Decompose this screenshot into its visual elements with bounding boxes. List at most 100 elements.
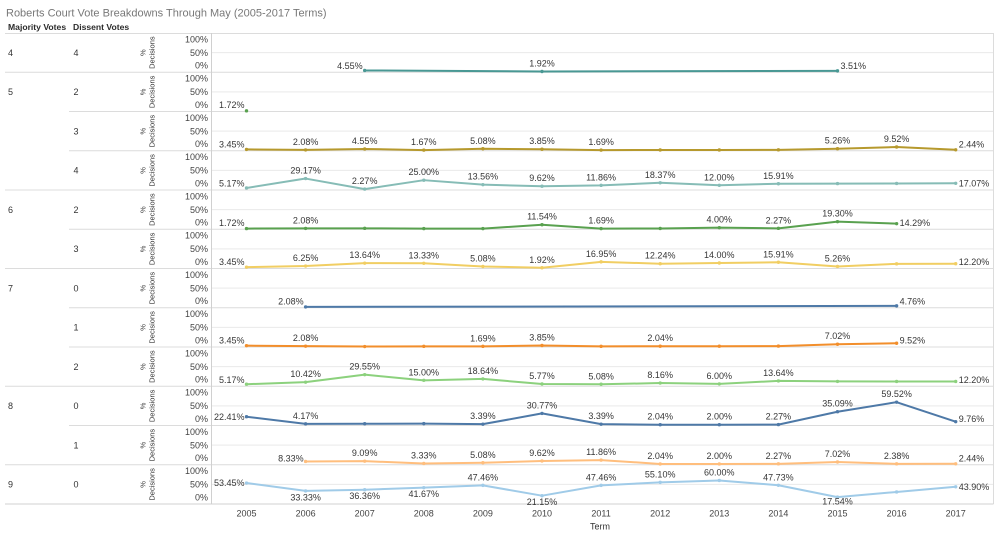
svg-text:47.46%: 47.46% (468, 472, 499, 482)
svg-text:Majority Votes: Majority Votes (8, 22, 66, 32)
svg-text:50%: 50% (190, 205, 208, 215)
svg-text:2011: 2011 (591, 509, 610, 519)
svg-text:Decisions: Decisions (148, 36, 157, 69)
svg-text:%: % (139, 481, 148, 488)
svg-text:50%: 50% (190, 440, 208, 450)
svg-text:15.91%: 15.91% (763, 171, 794, 181)
svg-text:13.56%: 13.56% (468, 172, 499, 182)
svg-text:0%: 0% (195, 296, 208, 306)
svg-text:16.95%: 16.95% (586, 249, 617, 259)
svg-text:Decisions: Decisions (148, 232, 157, 265)
svg-text:4.00%: 4.00% (707, 215, 733, 225)
svg-text:Decisions: Decisions (148, 350, 157, 383)
svg-text:7: 7 (8, 283, 13, 293)
svg-text:%: % (139, 363, 148, 370)
svg-text:2014: 2014 (768, 509, 788, 519)
svg-text:2017: 2017 (946, 509, 966, 519)
svg-text:Decisions: Decisions (148, 115, 157, 148)
svg-text:100%: 100% (185, 348, 208, 358)
svg-text:Decisions: Decisions (148, 193, 157, 226)
svg-text:50%: 50% (190, 87, 208, 97)
svg-text:13.64%: 13.64% (763, 368, 794, 378)
svg-text:9.76%: 9.76% (959, 414, 985, 424)
svg-text:2012: 2012 (650, 509, 670, 519)
svg-text:5.26%: 5.26% (825, 253, 851, 263)
svg-text:6: 6 (8, 205, 13, 215)
svg-text:100%: 100% (185, 231, 208, 241)
svg-text:12.00%: 12.00% (704, 172, 735, 182)
svg-text:%: % (139, 324, 148, 331)
svg-text:5.08%: 5.08% (470, 254, 496, 264)
svg-text:43.90%: 43.90% (959, 482, 990, 492)
svg-text:0: 0 (74, 480, 79, 490)
svg-text:2006: 2006 (296, 509, 316, 519)
svg-text:29.55%: 29.55% (349, 362, 380, 372)
svg-text:12.20%: 12.20% (959, 375, 990, 385)
svg-text:22.41%: 22.41% (214, 412, 245, 422)
svg-text:14.00%: 14.00% (704, 250, 735, 260)
svg-text:2.04%: 2.04% (647, 333, 673, 343)
svg-text:6.00%: 6.00% (707, 371, 733, 381)
svg-text:50%: 50% (190, 126, 208, 136)
svg-text:17.07%: 17.07% (959, 179, 990, 189)
svg-text:59.52%: 59.52% (881, 389, 912, 399)
svg-text:18.64%: 18.64% (468, 366, 499, 376)
svg-text:11.54%: 11.54% (527, 212, 557, 222)
svg-text:Dissent Votes: Dissent Votes (73, 22, 129, 32)
svg-text:2010: 2010 (532, 509, 552, 519)
svg-text:29.17%: 29.17% (290, 166, 321, 176)
svg-text:9.62%: 9.62% (529, 448, 555, 458)
svg-text:2.27%: 2.27% (352, 176, 378, 186)
svg-text:2.44%: 2.44% (959, 453, 985, 463)
svg-text:8.16%: 8.16% (647, 370, 673, 380)
svg-text:1.69%: 1.69% (470, 333, 496, 343)
svg-text:0%: 0% (195, 492, 208, 502)
svg-text:2.00%: 2.00% (707, 412, 733, 422)
svg-text:0%: 0% (195, 218, 208, 228)
svg-text:0%: 0% (195, 178, 208, 188)
svg-text:Decisions: Decisions (148, 272, 157, 305)
svg-text:5.08%: 5.08% (470, 136, 496, 146)
svg-text:5: 5 (8, 87, 13, 97)
svg-text:5.08%: 5.08% (588, 371, 614, 381)
svg-text:%: % (139, 49, 148, 56)
svg-text:1.92%: 1.92% (529, 59, 555, 69)
svg-text:Roberts Court Vote Breakdowns: Roberts Court Vote Breakdowns Through Ma… (6, 7, 327, 19)
svg-text:3.45%: 3.45% (219, 139, 245, 149)
svg-text:47.73%: 47.73% (763, 472, 794, 482)
svg-text:2.00%: 2.00% (707, 451, 733, 461)
svg-text:55.10%: 55.10% (645, 469, 676, 479)
svg-text:3.51%: 3.51% (841, 61, 867, 71)
svg-text:3.85%: 3.85% (529, 136, 555, 146)
svg-text:13.33%: 13.33% (409, 250, 440, 260)
svg-text:2: 2 (74, 205, 79, 215)
svg-text:11.86%: 11.86% (586, 447, 616, 457)
svg-text:%: % (139, 206, 148, 213)
svg-text:%: % (139, 441, 148, 448)
svg-text:%: % (139, 88, 148, 95)
svg-text:5.26%: 5.26% (825, 136, 851, 146)
svg-text:50%: 50% (190, 401, 208, 411)
svg-text:50%: 50% (190, 166, 208, 176)
svg-text:Decisions: Decisions (148, 75, 157, 108)
svg-text:15.00%: 15.00% (409, 367, 440, 377)
svg-text:%: % (139, 127, 148, 134)
svg-text:3: 3 (74, 244, 79, 254)
svg-text:0%: 0% (195, 335, 208, 345)
svg-text:100%: 100% (185, 427, 208, 437)
svg-text:Decisions: Decisions (148, 154, 157, 187)
svg-text:2: 2 (74, 87, 79, 97)
svg-text:3.39%: 3.39% (588, 411, 614, 421)
svg-text:0%: 0% (195, 453, 208, 463)
svg-text:5.77%: 5.77% (529, 371, 555, 381)
svg-text:4.17%: 4.17% (293, 411, 319, 421)
svg-text:5.17%: 5.17% (219, 179, 245, 189)
svg-text:4.76%: 4.76% (900, 296, 926, 306)
svg-text:100%: 100% (185, 34, 208, 44)
svg-text:50%: 50% (190, 244, 208, 254)
svg-text:1.69%: 1.69% (588, 137, 614, 147)
svg-text:1: 1 (74, 323, 79, 333)
svg-text:0%: 0% (195, 61, 208, 71)
svg-text:2005: 2005 (236, 509, 256, 519)
svg-text:9.09%: 9.09% (352, 448, 378, 458)
